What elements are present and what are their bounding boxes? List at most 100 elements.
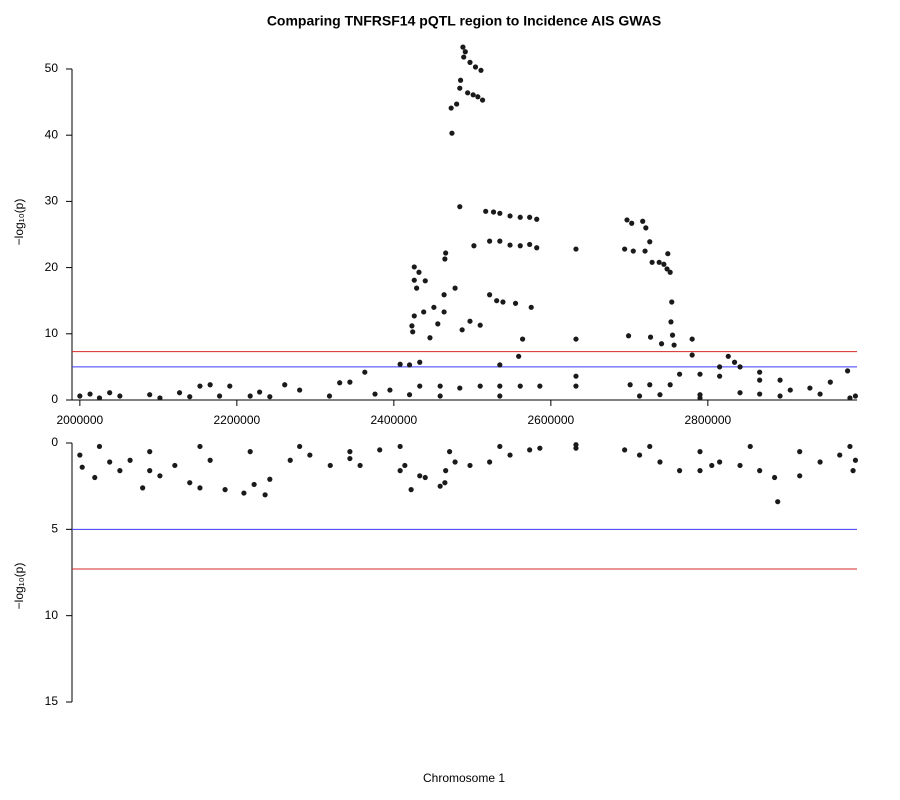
point (96, 443, 103, 450)
point (689, 352, 695, 358)
x-tick-label: 2800000 (684, 413, 731, 427)
x-tick-label: 2200000 (213, 413, 260, 427)
point (449, 130, 455, 136)
point (487, 292, 493, 298)
point (643, 225, 649, 231)
point (216, 393, 223, 399)
chart-title: Comparing TNFRSF14 pQTL region to Incide… (267, 13, 661, 29)
point (669, 299, 675, 305)
point (622, 447, 628, 453)
point (852, 457, 859, 463)
point (667, 269, 673, 275)
point (807, 385, 813, 391)
point (443, 250, 449, 256)
point (77, 452, 83, 458)
point (649, 259, 655, 265)
point (737, 364, 743, 370)
y-tick-label: 40 (45, 127, 59, 141)
point (377, 447, 383, 453)
point (636, 393, 643, 399)
point (717, 459, 723, 465)
point (117, 468, 123, 474)
point (630, 248, 636, 254)
point (462, 49, 468, 55)
y-tick-label: 20 (45, 260, 59, 274)
point (479, 97, 486, 103)
point (387, 387, 393, 393)
point (717, 373, 723, 379)
point (257, 389, 263, 395)
point (475, 94, 481, 100)
x-tick-label: 2600000 (527, 413, 574, 427)
point (422, 474, 428, 481)
x-axis-label: Chromosome 1 (423, 771, 505, 785)
point (497, 210, 503, 216)
y-tick-label: 0 (51, 392, 58, 406)
point (470, 92, 476, 98)
point (527, 447, 533, 453)
point (411, 313, 417, 319)
point (731, 359, 738, 365)
point (147, 449, 153, 455)
point (737, 390, 743, 396)
point (107, 459, 113, 465)
point (417, 383, 423, 389)
point (414, 285, 420, 291)
point (507, 452, 513, 458)
point (472, 64, 479, 70)
point (487, 238, 493, 244)
point (517, 243, 523, 249)
point (629, 220, 635, 226)
point (357, 462, 363, 469)
point (454, 101, 460, 107)
point (441, 292, 447, 298)
point (157, 473, 163, 479)
point (757, 468, 763, 474)
y-axis-label: −log₁₀(p) (12, 563, 26, 610)
point (661, 261, 667, 267)
point (197, 443, 203, 450)
point (197, 485, 203, 491)
point (247, 393, 253, 399)
point (362, 369, 368, 375)
point (757, 369, 763, 375)
point (435, 321, 441, 327)
point (437, 383, 443, 389)
point (267, 476, 273, 482)
point (457, 77, 464, 83)
point (497, 362, 503, 368)
point (517, 383, 523, 389)
point (647, 443, 653, 450)
point (427, 335, 433, 341)
point (402, 462, 408, 469)
point (77, 393, 83, 399)
point (417, 359, 423, 365)
point (452, 459, 458, 465)
point (96, 395, 103, 401)
point (494, 298, 500, 304)
point (251, 481, 257, 488)
point (657, 459, 663, 465)
point (573, 373, 579, 379)
point (446, 449, 453, 455)
point (852, 393, 859, 399)
point (422, 278, 428, 284)
point (642, 248, 648, 254)
point (347, 379, 353, 385)
point (487, 459, 493, 465)
point (457, 385, 463, 391)
point (267, 394, 273, 400)
point (757, 391, 763, 397)
point (409, 323, 415, 329)
point (442, 256, 448, 262)
point (406, 362, 413, 368)
point (107, 390, 113, 396)
point (297, 443, 303, 450)
point (512, 300, 519, 306)
point (460, 44, 466, 50)
point (697, 449, 703, 455)
point (497, 238, 503, 244)
point (297, 387, 303, 393)
point (622, 246, 628, 252)
